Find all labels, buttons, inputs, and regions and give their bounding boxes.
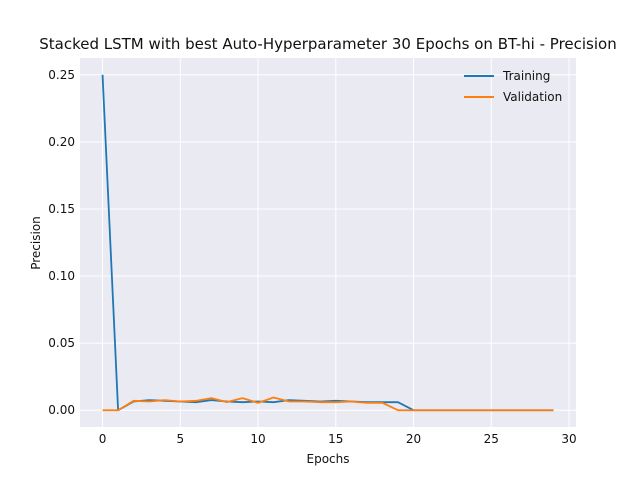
x-tick-label: 25 <box>484 432 499 446</box>
legend-label-training: Training <box>502 69 550 83</box>
x-tick-label: 30 <box>561 432 576 446</box>
y-tick-label: 0.00 <box>48 403 75 417</box>
y-tick-label: 0.15 <box>48 202 75 216</box>
x-axis-label: Epochs <box>307 452 350 466</box>
x-tick-label: 10 <box>250 432 265 446</box>
grid-lines <box>80 58 576 427</box>
y-tick-label: 0.10 <box>48 269 75 283</box>
legend: Training Validation <box>464 69 562 104</box>
legend-label-validation: Validation <box>503 90 562 104</box>
series-lines <box>101 74 554 412</box>
x-tick-label: 0 <box>99 432 107 446</box>
y-axis-label: Precision <box>29 216 43 270</box>
x-tick-label: 20 <box>406 432 421 446</box>
y-tick-label: 0.20 <box>48 135 75 149</box>
x-tick-label: 15 <box>328 432 343 446</box>
chart-title: Stacked LSTM with best Auto-Hyperparamet… <box>39 35 616 53</box>
x-axis-ticks: 0 5 10 15 20 25 30 <box>99 432 577 446</box>
y-axis-ticks: 0.00 0.05 0.10 0.15 0.20 0.25 <box>48 68 75 417</box>
series-line-validation <box>102 396 554 412</box>
y-tick-label: 0.05 <box>48 336 75 350</box>
x-tick-label: 5 <box>176 432 184 446</box>
y-tick-label: 0.25 <box>48 68 75 82</box>
plot-area <box>80 58 576 427</box>
